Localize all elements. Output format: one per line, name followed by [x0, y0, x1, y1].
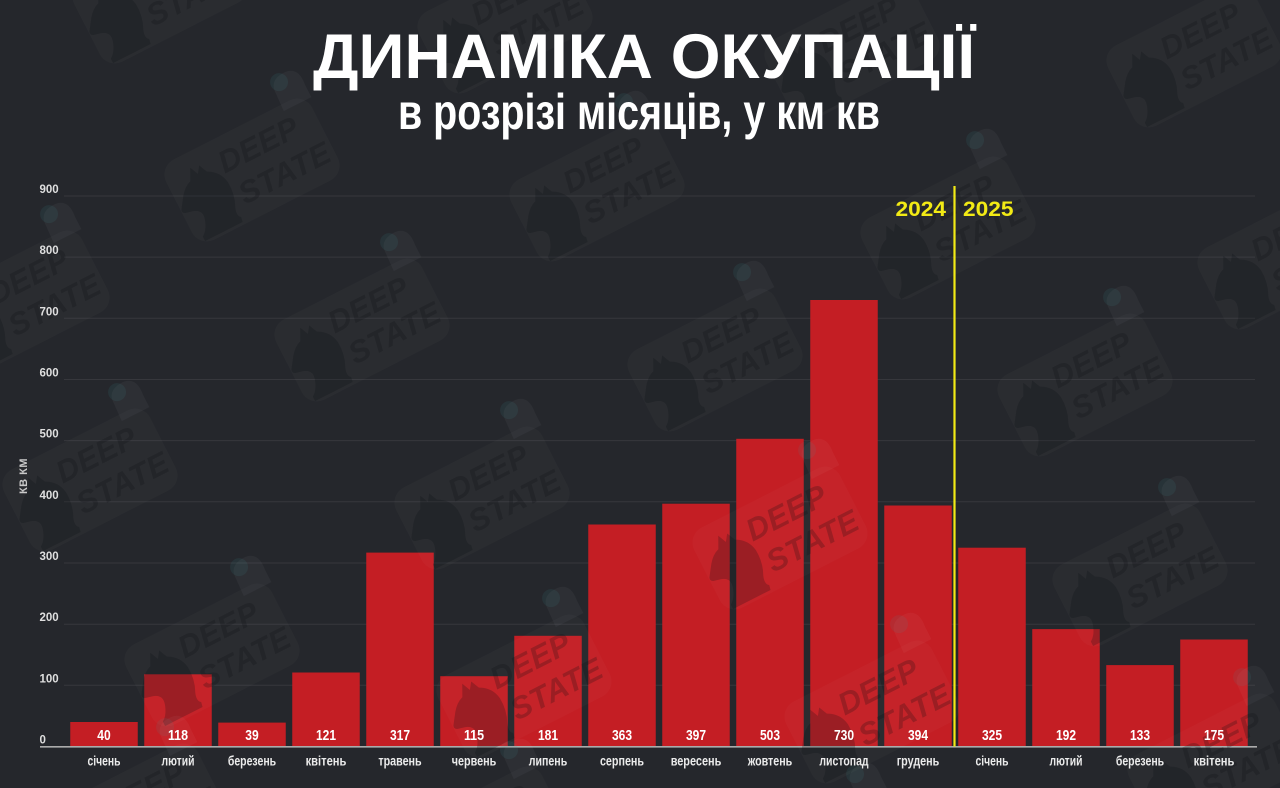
svg-text:400: 400 [40, 490, 59, 502]
svg-text:квітень: квітень [1194, 753, 1235, 769]
svg-text:березень: березень [228, 753, 277, 769]
svg-text:192: 192 [1056, 727, 1076, 744]
svg-text:121: 121 [316, 727, 336, 744]
svg-text:січень: січень [88, 753, 121, 769]
svg-text:100: 100 [40, 673, 59, 685]
svg-text:600: 600 [40, 368, 59, 380]
svg-text:394: 394 [908, 727, 929, 744]
svg-text:листопад: листопад [819, 753, 868, 769]
svg-text:800: 800 [40, 245, 59, 257]
svg-text:вересень: вересень [671, 753, 722, 769]
svg-text:липень: липень [529, 753, 568, 769]
svg-text:300: 300 [40, 551, 59, 563]
svg-text:503: 503 [760, 727, 780, 744]
svg-text:в розрізі місяців, у км кв: в розрізі місяців, у км кв [398, 84, 880, 140]
svg-text:0: 0 [40, 735, 46, 747]
svg-text:лютий: лютий [162, 753, 195, 769]
svg-text:730: 730 [834, 727, 854, 744]
svg-text:2024: 2024 [896, 197, 947, 221]
svg-text:березень: березень [1116, 753, 1165, 769]
svg-text:181: 181 [538, 727, 558, 744]
svg-text:квітень: квітень [306, 753, 347, 769]
svg-text:КВ КМ: КВ КМ [18, 458, 30, 494]
svg-text:січень: січень [976, 753, 1009, 769]
svg-text:175: 175 [1204, 727, 1224, 744]
svg-text:39: 39 [245, 727, 258, 744]
svg-text:лютий: лютий [1050, 753, 1083, 769]
svg-text:серпень: серпень [600, 753, 644, 769]
svg-text:115: 115 [464, 727, 484, 744]
svg-text:жовтень: жовтень [747, 753, 793, 769]
svg-text:700: 700 [40, 306, 59, 318]
svg-text:травень: травень [378, 753, 422, 769]
svg-text:грудень: грудень [897, 753, 940, 769]
svg-text:118: 118 [168, 727, 188, 744]
svg-text:2025: 2025 [963, 197, 1014, 221]
svg-text:ДИНАМІКА ОКУПАЦІЇ: ДИНАМІКА ОКУПАЦІЇ [313, 22, 977, 92]
svg-text:червень: червень [452, 753, 497, 769]
svg-text:363: 363 [612, 727, 632, 744]
svg-text:133: 133 [1130, 727, 1150, 744]
svg-text:900: 900 [40, 184, 59, 196]
svg-text:40: 40 [97, 727, 110, 744]
svg-text:200: 200 [40, 612, 59, 624]
svg-text:325: 325 [982, 727, 1002, 744]
svg-text:397: 397 [686, 727, 706, 744]
svg-text:500: 500 [40, 429, 59, 441]
svg-text:317: 317 [390, 727, 410, 744]
